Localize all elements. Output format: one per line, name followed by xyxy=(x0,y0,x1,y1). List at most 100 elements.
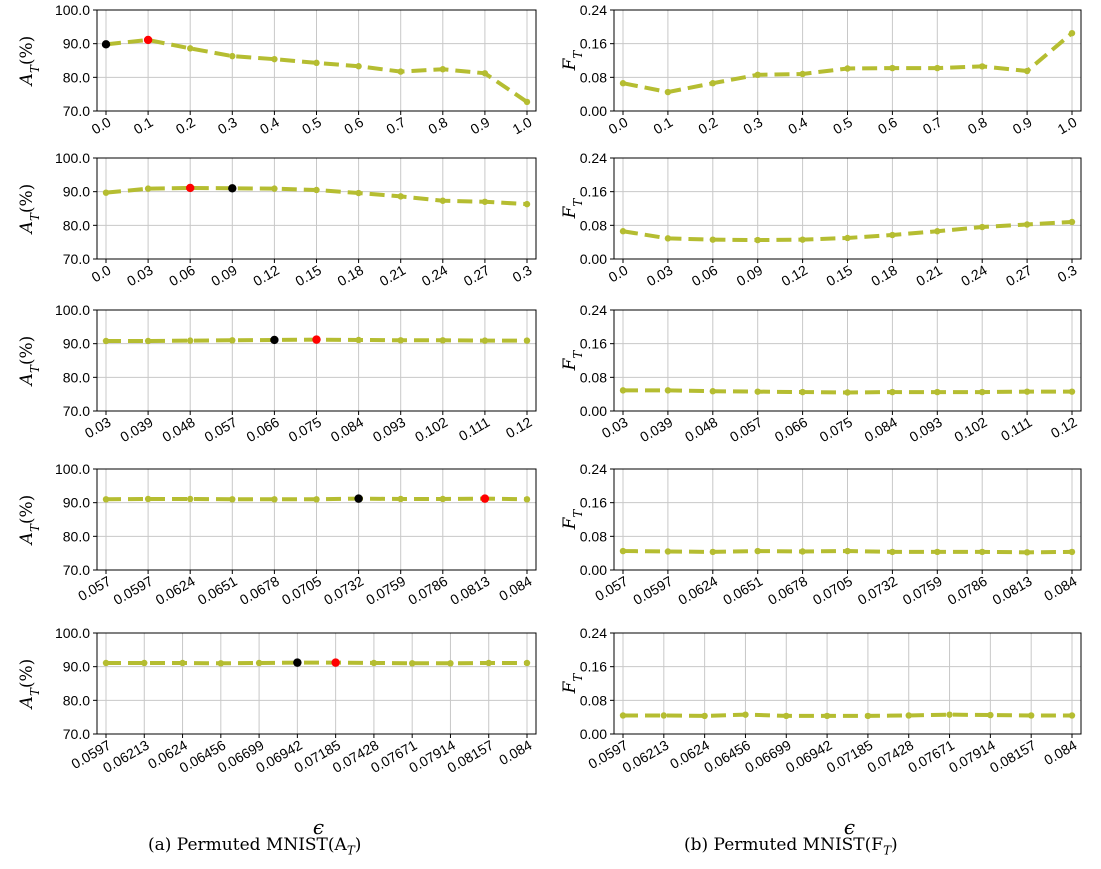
x-tick-label: 1.0 xyxy=(1055,114,1080,138)
data-point xyxy=(102,189,110,196)
data-point xyxy=(271,55,278,63)
data-point xyxy=(187,337,194,344)
y-tick-label: 0.08 xyxy=(580,369,607,385)
data-point xyxy=(1068,218,1076,226)
data-point xyxy=(523,659,531,667)
x-tick-label: 0.0624 xyxy=(675,573,720,608)
data-point xyxy=(229,52,236,60)
x-tick-label: 0.08157 xyxy=(987,737,1039,776)
data-point xyxy=(1068,29,1076,37)
x-tick-label: 0.0759 xyxy=(900,573,945,608)
data-point xyxy=(823,712,831,720)
data-point xyxy=(447,660,454,667)
x-tick-label: 0.06 xyxy=(689,262,721,290)
data-point xyxy=(754,547,761,555)
x-tick-label: 0.0813 xyxy=(990,573,1035,608)
x-tick-label: 0.048 xyxy=(682,414,721,445)
y-tick-label: 0.00 xyxy=(580,103,607,119)
data-point-black xyxy=(101,40,111,49)
data-point xyxy=(619,228,627,235)
data-point xyxy=(889,548,896,556)
y-axis-label: FT xyxy=(560,673,585,695)
data-point xyxy=(397,495,404,503)
x-tick-label: 0.0 xyxy=(606,114,631,138)
data-point-red xyxy=(312,335,321,344)
data-point-black xyxy=(293,658,302,667)
data-point xyxy=(271,496,278,503)
axis-frame xyxy=(613,632,1082,735)
data-point xyxy=(229,337,236,344)
data-point xyxy=(783,712,790,720)
x-tick-label: 0.084 xyxy=(496,737,535,768)
y-tick-label: 0.00 xyxy=(580,726,607,742)
x-tick-label: 0.084 xyxy=(1041,737,1080,768)
data-point-red xyxy=(186,183,195,193)
y-tick-label: 100.0 xyxy=(55,461,90,477)
x-tick-label: 0.18 xyxy=(868,262,900,290)
chart-fgt-r4: 0.000.080.160.240.057 0.0597 0.0624 0.0651 0… xyxy=(560,461,1082,608)
x-tick-label: 0.111 xyxy=(456,414,493,444)
y-tick-label: 0.16 xyxy=(580,659,607,675)
data-point xyxy=(844,547,851,555)
data-point xyxy=(709,548,716,556)
y-tick-label: 80.0 xyxy=(63,692,90,708)
data-point xyxy=(934,228,941,235)
data-point xyxy=(934,64,941,72)
x-tick-label: 0.8 xyxy=(965,114,990,138)
chart-fgt-r2: 0.00 0.08 0.16 0.24 0.0 0.03 0.06 0.09 0.12 0.15 0… xyxy=(560,150,1082,290)
x-tick-label: 0.084 xyxy=(1041,573,1080,604)
data-point xyxy=(709,236,716,243)
data-point xyxy=(355,189,362,197)
data-point xyxy=(370,659,378,667)
x-tick-label: 0.084 xyxy=(496,573,535,604)
y-tick-label: 0.24 xyxy=(580,461,607,477)
x-tick-label: 0.0651 xyxy=(195,573,240,608)
data-point xyxy=(485,659,492,667)
data-point xyxy=(709,80,716,87)
data-point xyxy=(439,495,446,503)
data-point xyxy=(664,88,672,96)
data-point xyxy=(102,496,110,503)
x-tick-label: 0.1 xyxy=(651,114,676,138)
x-tick-label: 0.093 xyxy=(370,414,409,445)
data-point xyxy=(664,235,672,242)
data-point xyxy=(397,68,404,75)
y-tick-label: 100.0 xyxy=(55,150,90,166)
y-axis-label: AT(%) xyxy=(17,184,42,236)
y-axis-label: FT xyxy=(560,509,585,531)
data-point xyxy=(523,200,531,208)
x-tick-label: 0.0651 xyxy=(720,573,765,608)
x-tick-label: 0.06456 xyxy=(701,737,753,776)
y-tick-label: 70.0 xyxy=(63,726,90,742)
x-tick-label: 0.7 xyxy=(920,114,945,138)
x-tick-label: 0.21 xyxy=(913,262,945,290)
data-point xyxy=(271,185,278,192)
data-point xyxy=(1023,67,1031,75)
data-point xyxy=(144,185,152,192)
x-tick-label: 0.0813 xyxy=(447,573,492,608)
x-tick-label: 0.9 xyxy=(468,114,493,138)
data-point-red xyxy=(331,658,340,667)
y-tick-label: 90.0 xyxy=(63,184,90,200)
x-tick-label: 0.27 xyxy=(461,262,493,290)
x-tick-label: 1.0 xyxy=(510,114,535,138)
data-point xyxy=(523,98,531,106)
y-tick-label: 0.08 xyxy=(580,69,607,85)
y-tick-label: 80.0 xyxy=(63,69,90,85)
x-tick-label: 0.102 xyxy=(412,414,451,445)
data-point-black xyxy=(354,494,363,503)
y-tick-label: 0.24 xyxy=(580,302,607,318)
data-point xyxy=(144,337,152,345)
data-point xyxy=(619,712,627,719)
data-point xyxy=(481,198,489,205)
x-tick-label: 0.2 xyxy=(695,114,720,138)
x-tick-label: 0.075 xyxy=(817,414,856,445)
x-tick-label: 0.0597 xyxy=(111,573,156,608)
y-tick-label: 90.0 xyxy=(63,659,90,675)
x-tick-label: 0.4 xyxy=(785,114,810,138)
x-tick-label: 0.3 xyxy=(740,114,765,138)
x-tick-label: 0.084 xyxy=(862,414,901,445)
x-tick-label: 0.12 xyxy=(503,414,535,442)
data-point xyxy=(664,548,672,555)
data-point xyxy=(619,547,627,555)
